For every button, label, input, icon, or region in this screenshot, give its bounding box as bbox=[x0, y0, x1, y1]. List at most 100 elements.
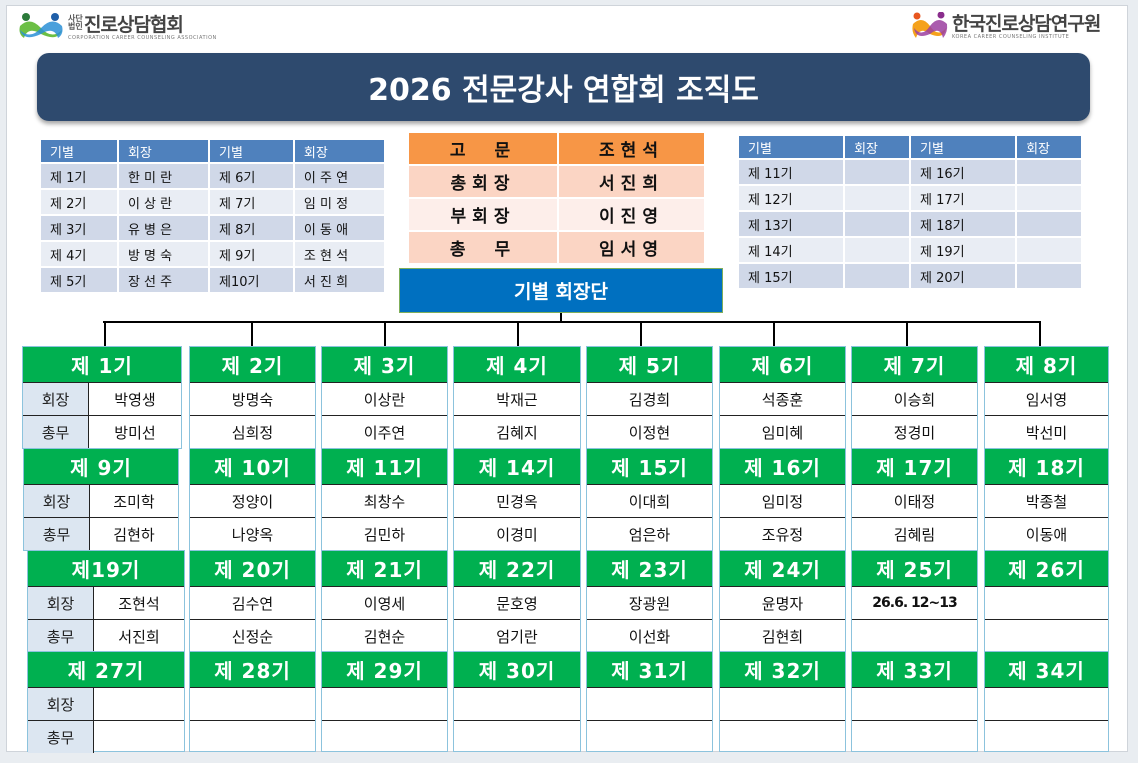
officer-row: 총회장 서진희 bbox=[409, 166, 704, 197]
secretary-label: 총무 bbox=[24, 518, 90, 550]
council-box: 기별 회장단 bbox=[399, 268, 723, 313]
cohort-header: 제 8기 bbox=[985, 347, 1108, 382]
president-row: 윤명자 bbox=[720, 586, 845, 619]
president-cell: 유 병 은 bbox=[118, 216, 209, 240]
cohort-card: 제 1기 회장 박영생 총무 방미선 bbox=[22, 346, 182, 449]
secretary-name bbox=[852, 721, 977, 753]
secretary-row: 이정현 bbox=[587, 415, 712, 448]
cohort-cell: 제 18기 bbox=[910, 212, 1016, 236]
cohort-card: 제 2기 방명숙 심희정 bbox=[189, 346, 316, 449]
president-row: 민경옥 bbox=[454, 484, 580, 517]
president-row: 석종훈 bbox=[720, 382, 845, 415]
president-cell: 이 상 란 bbox=[118, 190, 209, 214]
president-row: 정양이 bbox=[190, 484, 315, 517]
president-label: 회장 bbox=[28, 688, 94, 720]
president-label: 회장 bbox=[28, 587, 94, 619]
president-row: 26.6. 12~13 bbox=[852, 586, 977, 619]
header-cohort: 기별 bbox=[41, 140, 117, 162]
officer-name: 이진영 bbox=[559, 199, 704, 230]
president-cell bbox=[845, 212, 909, 236]
secretary-row: 박선미 bbox=[985, 415, 1108, 448]
secretary-row: 신정순 bbox=[190, 619, 315, 652]
president-row: 김수연 bbox=[190, 586, 315, 619]
cohort-card: 제 30기 bbox=[453, 651, 581, 752]
president-name: 이영세 bbox=[363, 594, 406, 613]
cohort-cell: 제 14기 bbox=[739, 238, 844, 262]
connector-line bbox=[1039, 322, 1041, 346]
header-president: 회장 bbox=[294, 140, 384, 162]
page-title: 2026 전문강사 연합회 조직도 bbox=[37, 53, 1090, 121]
cohort-card: 제 24기 윤명자 김현희 bbox=[719, 550, 846, 653]
president-row: 회장 조현석 bbox=[28, 586, 184, 619]
cohort-header: 제 24기 bbox=[720, 551, 845, 586]
president-name bbox=[985, 587, 1108, 619]
president-name: 김경희 bbox=[628, 390, 671, 409]
secretary-name: 정경미 bbox=[893, 423, 936, 442]
cohort-cell: 제 16기 bbox=[910, 160, 1016, 184]
cohort-cell: 제 6기 bbox=[210, 164, 293, 188]
cohort-header: 제 11기 bbox=[322, 449, 447, 484]
president-row: 방명숙 bbox=[190, 382, 315, 415]
secretary-row bbox=[985, 720, 1108, 753]
president-name: 조미학 bbox=[113, 492, 155, 511]
header-president: 회장 bbox=[845, 136, 909, 158]
secretary-row bbox=[852, 619, 977, 652]
cohort-card: 제 17기 이태정 김혜림 bbox=[851, 448, 978, 551]
president-row: 이상란 bbox=[322, 382, 447, 415]
president-cell: 조 현 석 bbox=[294, 242, 384, 266]
cohort-header: 제 29기 bbox=[322, 652, 447, 687]
secretary-name: 이경미 bbox=[496, 525, 538, 544]
secretary-row bbox=[322, 720, 447, 753]
secretary-row: 김현희 bbox=[720, 619, 845, 652]
president-label: 회장 bbox=[24, 485, 90, 517]
cohort-card: 제 11기 최창수 김민하 bbox=[321, 448, 448, 551]
president-cell: 이 동 애 bbox=[294, 216, 384, 240]
cohort-cell: 제 15기 bbox=[739, 264, 844, 288]
president-name: 26.6. 12~13 bbox=[872, 595, 957, 611]
cohort-header: 제 34기 bbox=[985, 652, 1108, 687]
cohort-cell: 제 1기 bbox=[41, 164, 117, 188]
header-president: 회장 bbox=[1017, 136, 1081, 158]
cohort-header: 제 32기 bbox=[720, 652, 845, 687]
logo-sub-text: KOREA CAREER COUNSELING INSTITUTE bbox=[952, 34, 1070, 40]
header-cohort: 기별 bbox=[910, 136, 1016, 158]
president-row bbox=[985, 586, 1108, 619]
secretary-row: 엄기란 bbox=[454, 619, 580, 652]
officer-role: 총회장 bbox=[409, 166, 558, 197]
president-cell: 방 명 숙 bbox=[118, 242, 209, 266]
cohort-cell: 제 7기 bbox=[210, 190, 293, 214]
cohort-header: 제 9기 bbox=[24, 449, 178, 484]
right-cohort-table: 기별 회장 기별 회장 제 11기 제 16기 제 12기 제 17기 제 13기 제 18기 제… bbox=[737, 134, 1083, 290]
officer-row: 총 무 임서영 bbox=[409, 232, 704, 263]
secretary-name: 이정현 bbox=[628, 423, 671, 442]
cohort-card: 제 4기 박재근 김혜지 bbox=[453, 346, 581, 449]
secretary-label: 총무 bbox=[23, 416, 89, 448]
president-name: 박재근 bbox=[496, 390, 538, 409]
president-row: 임미정 bbox=[720, 484, 845, 517]
secretary-name bbox=[720, 721, 845, 753]
president-row bbox=[322, 687, 447, 720]
cohort-card: 제 25기 26.6. 12~13 bbox=[851, 550, 978, 653]
cohort-card: 제 3기 이상란 이주연 bbox=[321, 346, 448, 449]
cohort-cell: 제 13기 bbox=[739, 212, 844, 236]
president-name bbox=[454, 688, 580, 720]
table-row: 제 13기 제 18기 bbox=[739, 212, 1081, 236]
president-name: 임미정 bbox=[761, 492, 804, 511]
secretary-row: 총무 방미선 bbox=[23, 415, 181, 448]
secretary-row bbox=[190, 720, 315, 753]
cohort-header: 제 23기 bbox=[587, 551, 712, 586]
secretary-row bbox=[454, 720, 580, 753]
secretary-name bbox=[322, 721, 447, 753]
cohort-card: 제 34기 bbox=[984, 651, 1109, 752]
header-president: 회장 bbox=[118, 140, 209, 162]
cohort-header: 제 2기 bbox=[190, 347, 315, 382]
cohort-header: 제19기 bbox=[28, 551, 184, 586]
president-cell bbox=[1017, 186, 1081, 210]
cohort-cell: 제 11기 bbox=[739, 160, 844, 184]
connector-line bbox=[773, 322, 775, 346]
table-row: 제 5기 장 선 주 제10기 서 진 희 bbox=[41, 268, 384, 292]
secretary-row bbox=[985, 619, 1108, 652]
president-name bbox=[720, 688, 845, 720]
president-name: 박종철 bbox=[1025, 492, 1068, 511]
